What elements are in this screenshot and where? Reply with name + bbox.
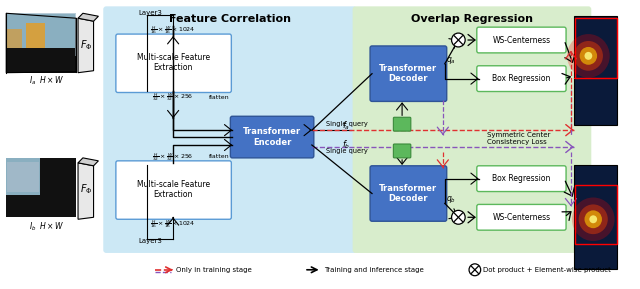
FancyBboxPatch shape	[7, 14, 75, 71]
FancyBboxPatch shape	[477, 27, 566, 53]
Polygon shape	[78, 163, 93, 219]
FancyBboxPatch shape	[7, 48, 75, 71]
Text: Transformer
Decoder: Transformer Decoder	[379, 184, 437, 203]
Text: Layer3: Layer3	[138, 10, 162, 16]
Text: $f_b$: $f_b$	[342, 139, 350, 151]
FancyBboxPatch shape	[477, 204, 566, 230]
Circle shape	[452, 33, 465, 47]
Circle shape	[574, 41, 603, 71]
Circle shape	[579, 204, 608, 234]
Text: Layer3: Layer3	[138, 238, 162, 244]
FancyBboxPatch shape	[7, 29, 22, 48]
FancyBboxPatch shape	[103, 6, 356, 253]
Text: Training and inference stage: Training and inference stage	[324, 267, 424, 273]
Polygon shape	[78, 13, 99, 21]
FancyBboxPatch shape	[26, 23, 45, 48]
FancyBboxPatch shape	[7, 14, 75, 48]
Text: $\frac{H}{16}\times\frac{W}{16}\times1024$: $\frac{H}{16}\times\frac{W}{16}\times102…	[150, 24, 196, 36]
Text: flatten: flatten	[209, 154, 230, 159]
Text: Transformer
Encoder: Transformer Encoder	[243, 127, 301, 147]
FancyBboxPatch shape	[6, 194, 76, 217]
Circle shape	[584, 52, 592, 60]
Text: Overlap Regression: Overlap Regression	[411, 14, 533, 24]
FancyBboxPatch shape	[6, 158, 40, 194]
FancyBboxPatch shape	[6, 56, 76, 73]
Text: Transformer
Decoder: Transformer Decoder	[379, 64, 437, 84]
FancyBboxPatch shape	[394, 144, 411, 158]
Text: Only in training stage: Only in training stage	[176, 267, 252, 273]
Text: WS-Centerness: WS-Centerness	[492, 213, 550, 222]
Text: $\frac{H}{32}\times\frac{W}{32}\times256$: $\frac{H}{32}\times\frac{W}{32}\times256…	[152, 151, 194, 163]
Circle shape	[452, 210, 465, 224]
Text: $F_\Phi$: $F_\Phi$	[79, 38, 92, 52]
Circle shape	[580, 47, 597, 65]
FancyBboxPatch shape	[6, 13, 76, 73]
Text: Box Regression: Box Regression	[492, 74, 550, 83]
Text: $\frac{H}{16}\times\frac{W}{16}\times1024$: $\frac{H}{16}\times\frac{W}{16}\times102…	[150, 218, 196, 230]
Text: Multi-scale Feature
Extraction: Multi-scale Feature Extraction	[136, 180, 210, 199]
Circle shape	[572, 197, 614, 241]
Circle shape	[589, 215, 597, 223]
Text: Feature Correlation: Feature Correlation	[170, 14, 291, 24]
Text: Symmetric Center
Consistency Loss: Symmetric Center Consistency Loss	[486, 131, 550, 144]
FancyBboxPatch shape	[574, 16, 618, 125]
FancyBboxPatch shape	[574, 165, 618, 269]
FancyBboxPatch shape	[40, 158, 76, 194]
FancyBboxPatch shape	[7, 162, 39, 192]
FancyBboxPatch shape	[477, 166, 566, 192]
Circle shape	[584, 210, 602, 228]
FancyBboxPatch shape	[116, 161, 231, 219]
Text: flatten: flatten	[209, 95, 230, 100]
Text: Single query: Single query	[326, 121, 368, 127]
Text: Multi-scale Feature
Extraction: Multi-scale Feature Extraction	[136, 53, 210, 73]
Text: $\frac{H}{32}\times\frac{W}{32}\times256$: $\frac{H}{32}\times\frac{W}{32}\times256…	[152, 92, 194, 103]
FancyBboxPatch shape	[394, 117, 411, 131]
Text: $f_a$: $f_a$	[342, 120, 350, 132]
Text: Box Regression: Box Regression	[492, 174, 550, 183]
Text: WS-Centerness: WS-Centerness	[492, 36, 550, 45]
Text: $I_b$  $H \times W$: $I_b$ $H \times W$	[29, 221, 65, 234]
Circle shape	[567, 34, 610, 78]
Polygon shape	[78, 158, 99, 166]
FancyBboxPatch shape	[353, 6, 591, 253]
Polygon shape	[78, 18, 93, 73]
Text: $I_a$  $H \times W$: $I_a$ $H \times W$	[29, 74, 65, 87]
Text: Dot product + Element-wise product: Dot product + Element-wise product	[483, 267, 611, 273]
FancyBboxPatch shape	[116, 34, 231, 92]
FancyBboxPatch shape	[6, 158, 76, 217]
FancyBboxPatch shape	[230, 116, 314, 158]
FancyBboxPatch shape	[370, 46, 447, 101]
FancyBboxPatch shape	[477, 66, 566, 92]
Circle shape	[469, 264, 481, 276]
Text: $F_\Phi$: $F_\Phi$	[79, 183, 92, 197]
FancyBboxPatch shape	[370, 166, 447, 221]
Text: $q_a$: $q_a$	[445, 55, 456, 66]
Text: Single query: Single query	[326, 148, 368, 154]
Text: $q_b$: $q_b$	[445, 194, 456, 205]
